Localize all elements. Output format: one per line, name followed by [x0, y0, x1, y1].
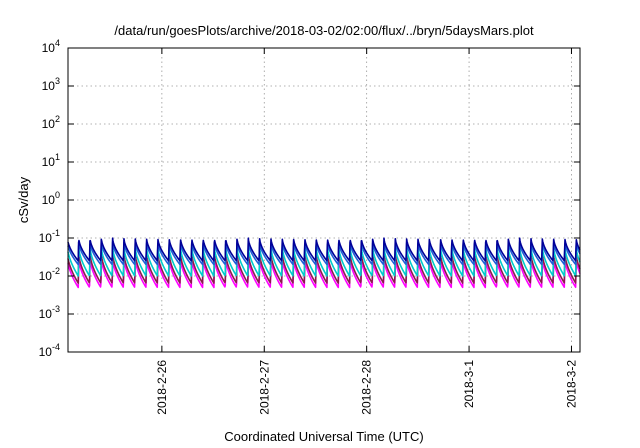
- y-tick-base: 10: [42, 41, 56, 55]
- series-line-4: [67, 241, 581, 266]
- y-tick-base: 10: [39, 269, 53, 283]
- y-tick-base: 10: [42, 79, 56, 93]
- y-tick-label: 10-4: [39, 342, 60, 359]
- y-tick-base: 10: [42, 155, 56, 169]
- y-tick-exponent: 2: [55, 114, 60, 124]
- y-tick-label: 10-1: [39, 228, 60, 245]
- series-line-5: [67, 237, 581, 262]
- y-tick-base: 10: [42, 117, 56, 131]
- y-tick-base: 10: [42, 193, 56, 207]
- data-series: [67, 237, 581, 289]
- y-tick-exponent: -4: [52, 342, 60, 352]
- chart-title: /data/run/goesPlots/archive/2018-03-02/0…: [114, 23, 534, 38]
- y-tick-label: 104: [42, 38, 60, 55]
- series-line-3: [67, 245, 581, 277]
- y-tick-exponent: 4: [55, 38, 60, 48]
- y-tick-label: 10-3: [39, 304, 60, 321]
- y-tick-base: 10: [39, 345, 53, 359]
- y-axis-label: cSv/day: [16, 176, 31, 223]
- y-tick-exponent: 3: [55, 76, 60, 86]
- series-line-1: [67, 257, 581, 289]
- y-tick-label: 102: [42, 114, 60, 131]
- grid-lines: [68, 48, 580, 352]
- x-tick-label: 2018-3-2: [564, 360, 578, 408]
- y-tick-label: 10-2: [39, 266, 60, 283]
- y-tick-base: 10: [39, 307, 53, 321]
- y-tick-exponent: -3: [52, 304, 60, 314]
- x-tick-label: 2018-2-27: [257, 360, 271, 415]
- x-axis-label: Coordinated Universal Time (UTC): [224, 429, 423, 444]
- y-tick-exponent: -1: [52, 228, 60, 238]
- y-tick-label: 100: [42, 190, 60, 207]
- y-tick-base: 10: [39, 231, 53, 245]
- axes: 10410310210110010-110-210-310-42018-2-26…: [39, 38, 580, 415]
- series-line-2: [67, 252, 581, 284]
- x-tick-label: 2018-2-28: [360, 360, 374, 415]
- y-tick-exponent: 1: [55, 152, 60, 162]
- y-tick-exponent: 0: [55, 190, 60, 200]
- x-tick-label: 2018-2-26: [155, 360, 169, 415]
- y-tick-exponent: -2: [52, 266, 60, 276]
- y-tick-label: 103: [42, 76, 60, 93]
- x-tick-label: 2018-3-1: [462, 360, 476, 408]
- y-tick-label: 101: [42, 152, 60, 169]
